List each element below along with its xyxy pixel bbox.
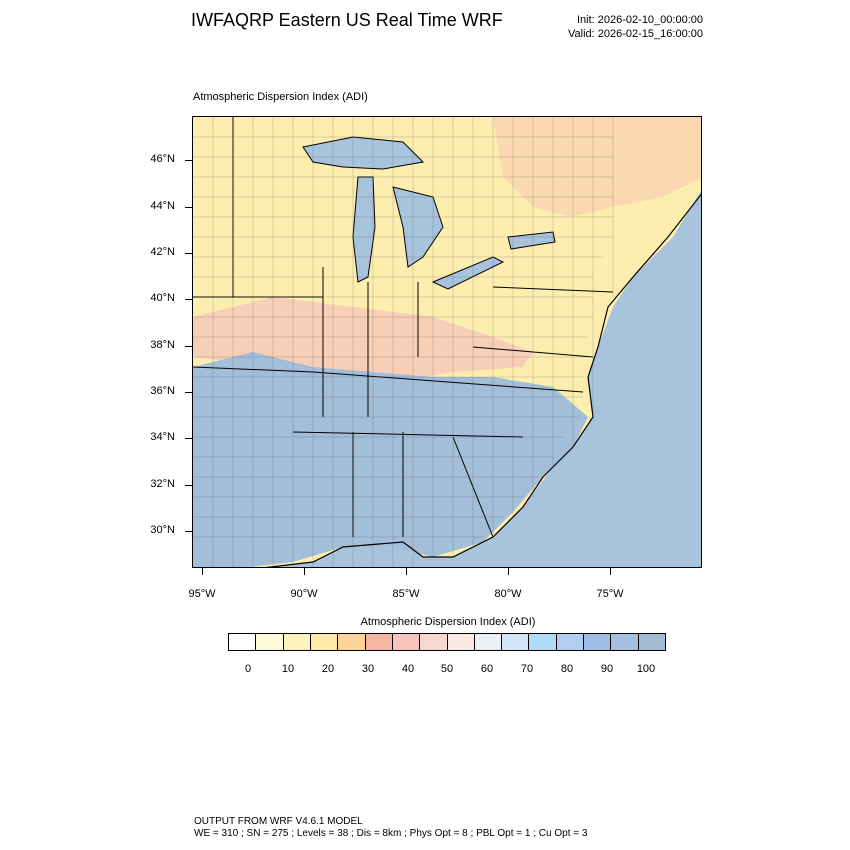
colorbar-swatch [420,634,448,650]
colorbar-label: 100 [636,663,656,675]
colorbar-swatch [529,634,557,650]
colorbar [228,633,666,651]
lat-tick [185,392,192,393]
init-time: Init: 2026-02-10_00:00:00 [577,14,703,26]
lon-label-90: 90°W [290,588,318,600]
lon-tick [610,568,611,575]
lat-label-38: 38°N [150,339,175,351]
lon-tick [304,568,305,575]
colorbar-swatch [638,634,665,650]
colorbar-swatch [283,634,311,650]
lat-tick [185,207,192,208]
lat-label-36: 36°N [150,385,175,397]
lat-label-44: 44°N [150,200,175,212]
lat-tick [185,160,192,161]
lat-tick [185,531,192,532]
lat-label-46: 46°N [150,153,175,165]
colorbar-swatch [556,634,585,650]
lat-label-34: 34°N [150,431,175,443]
county-grid [193,117,614,567]
colorbar-swatch [502,634,530,650]
coastline [264,193,701,567]
lon-label-75: 75°W [596,588,624,600]
lat-label-30: 30°N [150,524,175,536]
footer-line-1: OUTPUT FROM WRF V4.6.1 MODEL [194,816,363,827]
lon-tick [508,568,509,575]
colorbar-label: 60 [480,663,494,675]
map-subtitle: Atmospheric Dispersion Index (ADI) [193,91,368,103]
run-times: Init: 2026-02-10_00:00:00 Valid: 2026-02… [568,13,703,41]
lon-label-80: 80°W [494,588,522,600]
colorbar-swatch [447,634,475,650]
lon-tick [406,568,407,575]
colorbar-swatch [474,634,503,650]
colorbar-label: 30 [361,663,375,675]
colorbar-title: Atmospheric Dispersion Index (ADI) [360,616,536,628]
chart-title: IWFAQRP Eastern US Real Time WRF [191,10,503,30]
lon-label-95: 95°W [188,588,216,600]
lat-tick [185,253,192,254]
colorbar-label: 10 [281,663,295,675]
land-canada [493,117,701,217]
footer-line-2: WE = 310 ; SN = 275 ; Levels = 38 ; Dis … [194,828,588,839]
lon-tick [202,568,203,575]
valid-time: Valid: 2026-02-15_16:00:00 [568,28,703,40]
lat-label-32: 32°N [150,478,175,490]
colorbar-label: 20 [321,663,335,675]
colorbar-swatch [229,634,257,650]
lat-tick [185,438,192,439]
lake-ontario [507,231,556,250]
colorbar-swatch [310,634,339,650]
colorbar-swatch [392,634,421,650]
lat-tick [185,346,192,347]
colorbar-label: 0 [244,663,252,675]
lat-tick [185,485,192,486]
lat-tick [185,299,192,300]
map-panel [192,116,702,568]
lon-label-85: 85°W [392,588,420,600]
colorbar-label: 40 [401,663,415,675]
colorbar-swatch [338,634,366,650]
colorbar-swatch [611,634,639,650]
colorbar-label: 70 [520,663,534,675]
lat-label-40: 40°N [150,292,175,304]
colorbar-label: 50 [440,663,454,675]
colorbar-swatch [584,634,612,650]
map-graphic [193,117,701,567]
lat-label-42: 42°N [150,246,175,258]
land-south-blue [193,352,588,567]
colorbar-label: 90 [600,663,614,675]
colorbar-label: 80 [560,663,574,675]
colorbar-swatch [256,634,284,650]
colorbar-swatch [365,634,393,650]
model-footer: OUTPUT FROM WRF V4.6.1 MODEL WE = 310 ; … [194,816,587,840]
